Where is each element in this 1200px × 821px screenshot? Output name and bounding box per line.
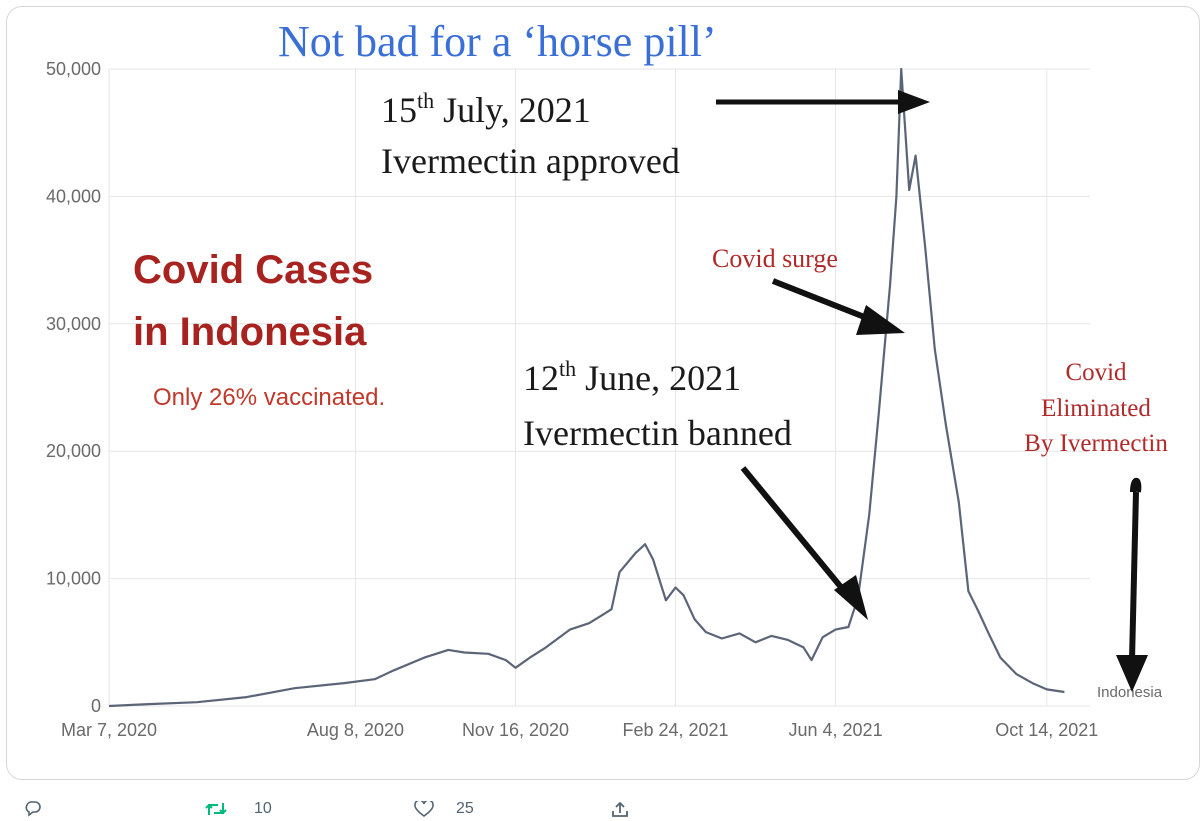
arrow-eliminated [1116, 477, 1148, 692]
y-tick-label: 40,000 [46, 186, 101, 206]
y-tick-label: 10,000 [46, 569, 101, 589]
chart-note: Only 26% vaccinated. [153, 384, 385, 411]
annotation-approved-date: 15th July, 2021 [381, 88, 591, 130]
share-icon[interactable] [611, 801, 629, 821]
annotation-eliminated-line2: Eliminated [1041, 395, 1151, 422]
chart-heading-line1: Covid Cases [133, 248, 373, 292]
y-tick-label: 0 [91, 696, 101, 716]
grid [108, 68, 1090, 707]
tweet-action-bar: 10 25 [0, 798, 1200, 817]
x-tick-label: Oct 14, 2021 [995, 720, 1098, 740]
x-tick-label: Mar 7, 2020 [61, 720, 157, 740]
annotation-banned-text: Ivermectin banned [523, 413, 792, 453]
y-tick-label: 30,000 [46, 314, 101, 334]
retweet-icon[interactable] [205, 801, 227, 821]
arrow-banned [740, 466, 868, 620]
x-axis-ticks: Mar 7, 2020 Aug 8, 2020 Nov 16, 2020 Feb 24… [61, 720, 1098, 740]
chart-title: Not bad for a ‘horse pill’ [278, 17, 717, 66]
annotation-eliminated-line1: Covid [1065, 359, 1127, 386]
series-label: Indonesia [1097, 684, 1163, 701]
covid-cases-chart: 0 10,000 20,000 30,000 40,000 50,000 Mar 7, 2… [46, 17, 1168, 740]
x-tick-label: Nov 16, 2020 [462, 720, 569, 740]
annotation-approved-text: Ivermectin approved [381, 141, 680, 181]
annotation-eliminated-line3: By Ivermectin [1024, 430, 1168, 457]
y-tick-label: 50,000 [46, 59, 101, 79]
x-tick-label: Feb 24, 2021 [622, 720, 728, 740]
chart-card [6, 6, 1200, 780]
retweet-count: 10 [254, 800, 272, 817]
heart-icon[interactable] [414, 799, 434, 821]
x-tick-label: Jun 4, 2021 [789, 720, 883, 740]
reply-icon[interactable] [24, 801, 42, 821]
arrow-surge [771, 278, 905, 335]
annotation-surge: Covid surge [712, 244, 838, 273]
y-axis-ticks: 0 10,000 20,000 30,000 40,000 50,000 [46, 59, 101, 716]
like-count: 25 [456, 800, 474, 817]
y-tick-label: 20,000 [46, 441, 101, 461]
series-line-indonesia [108, 67, 1065, 708]
x-tick-label: Aug 8, 2020 [307, 720, 404, 740]
chart-heading-line2: in Indonesia [133, 310, 367, 354]
arrow-to-peak [716, 90, 930, 114]
annotation-banned-date: 12th June, 2021 [523, 356, 741, 398]
